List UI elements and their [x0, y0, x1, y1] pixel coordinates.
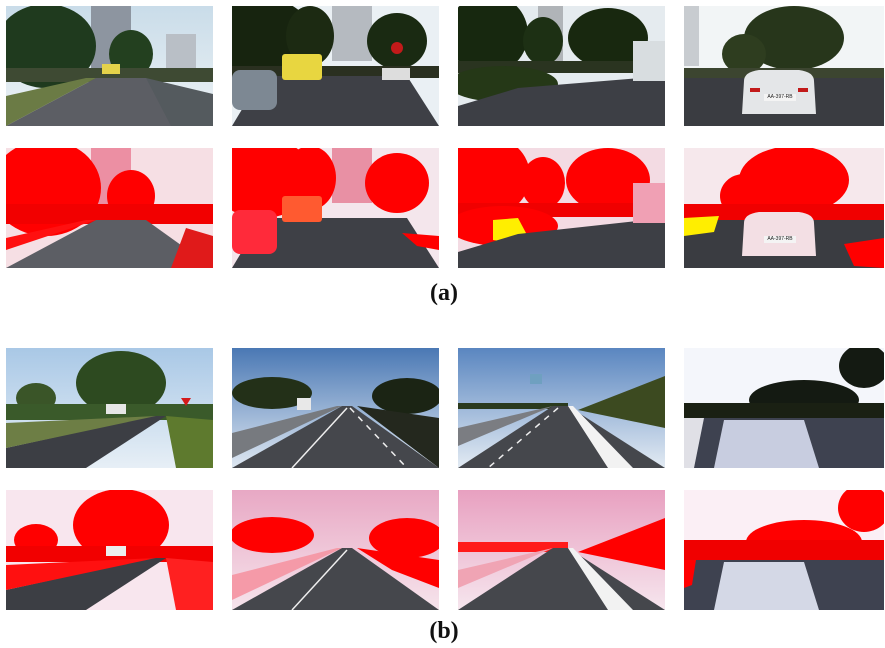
panel-a-mask-4: AA-397-RB [684, 148, 884, 268]
panel-b-mask-2 [232, 490, 439, 610]
panel-a-original-1 [6, 6, 213, 126]
panel-b-mask-4 [684, 490, 884, 610]
caption-b: (b) [429, 618, 459, 644]
panel-b-original-3 [458, 348, 665, 468]
panel-a-original-4: AA-397-RB [684, 6, 884, 126]
panel-b-mask-1 [6, 490, 213, 610]
caption-a: (a) [430, 280, 458, 306]
panel-a-mask-1 [6, 148, 213, 268]
panel-a-mask-2 [232, 148, 439, 268]
panel-a-original-3 [458, 6, 665, 126]
panel-b-original-1 [6, 348, 213, 468]
panel-a-mask-3 [458, 148, 665, 268]
panel-b-mask-3 [458, 490, 665, 610]
panel-a-original-2 [232, 6, 439, 126]
license-plate: AA-397-RB [764, 94, 796, 101]
panel-b-original-2 [232, 348, 439, 468]
license-plate-mask: AA-397-RB [764, 236, 796, 243]
panel-b-original-4 [684, 348, 884, 468]
